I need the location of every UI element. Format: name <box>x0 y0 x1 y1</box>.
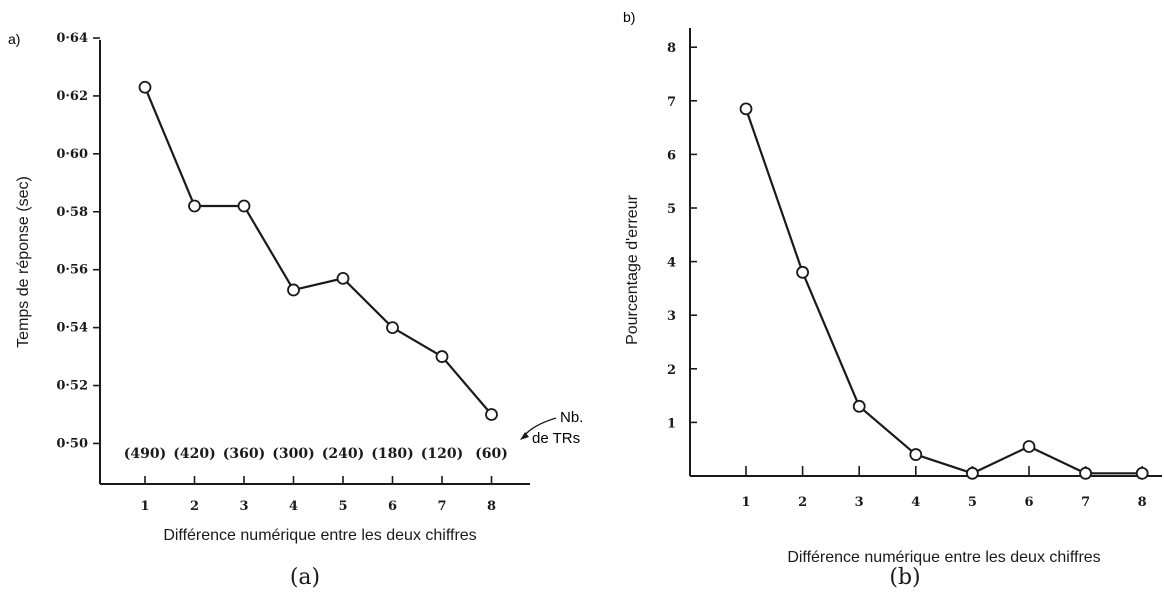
panel-b-data-point <box>739 102 753 116</box>
panel-a-count-label: (360) <box>223 446 265 462</box>
panel-a-marks: 0·50 0·52 0·54 0·56 0·58 0·60 0·62 0·64 1 (490) 2 (… <box>56 31 508 514</box>
panel-b-y-tick-label: 8 <box>667 41 676 56</box>
panel-b-y-tick-label: 3 <box>667 309 676 324</box>
panel-a-count-label: (60) <box>475 446 508 462</box>
panel-a-y-tick-label: 0·52 <box>56 379 88 394</box>
panel-a-x-axis-label: Différence numérique entre les deux chif… <box>163 527 476 544</box>
panel-a-y-tick-label: 0·58 <box>56 205 88 220</box>
panel-b-x-tick-label: 4 <box>911 495 920 510</box>
panel-a-x-tick-label: 7 <box>437 499 446 514</box>
panel-b-y-axis-label: Pourcentage d'erreur <box>624 194 641 344</box>
panel-b-label: b) <box>623 9 635 25</box>
panel-a-label: a) <box>8 31 20 47</box>
panel-b-data-point <box>966 466 979 480</box>
panel-a-data-point <box>386 321 399 335</box>
panel-a-count-label: (490) <box>124 446 166 462</box>
panel-a-annotation-line1: Nb. <box>560 409 583 426</box>
panel-b-x-tick-label: 8 <box>1138 495 1147 510</box>
panel-a-y-tick-label: 0·54 <box>56 321 88 336</box>
panel-a-count-label: (120) <box>421 446 463 462</box>
panel-a-data-point <box>435 350 449 363</box>
panel-b-marks: 1 2 3 4 5 6 7 8 1 2 3 4 5 6 7 8 <box>667 41 1149 510</box>
panel-b-y-tick-label: 1 <box>667 416 676 431</box>
panel-a-count-label: (180) <box>371 446 413 462</box>
panel-a-x-tick-label: 8 <box>487 499 496 514</box>
panel-b-data-point <box>1022 440 1036 453</box>
panel-b-y-tick-label: 2 <box>667 363 676 378</box>
panel-b-y-tick-label: 5 <box>667 202 676 217</box>
panel-a-x-tick-label: 4 <box>289 499 298 514</box>
panel-b-data-point <box>909 448 923 461</box>
panel-a-data-point <box>485 408 498 421</box>
panel-b-x-tick-label: 6 <box>1024 495 1033 510</box>
panel-b-data-point <box>1079 466 1092 480</box>
panel-a-x-tick-label: 2 <box>190 499 199 514</box>
panel-a-y-tick-label: 0·60 <box>56 147 88 162</box>
panel-a-annotation-line2: de TRs <box>532 430 580 447</box>
panel-a-x-tick-label: 3 <box>239 499 248 514</box>
panel-b-x-tick-label: 7 <box>1081 495 1090 510</box>
panel-b-x-axis-label: Différence numérique entre les deux chif… <box>787 549 1100 566</box>
panel-b-caption: (b) <box>889 565 920 590</box>
panel-b-y-tick-label: 6 <box>667 148 676 163</box>
panel-b-data-point <box>1135 466 1149 480</box>
panel-b-x-tick-label: 5 <box>968 495 977 510</box>
panel-b-y-tick-label: 7 <box>667 95 676 110</box>
panel-a-x-tick-label: 1 <box>140 499 149 514</box>
panel-a-y-tick-label: 0·50 <box>56 436 88 451</box>
panel-a-data-point <box>188 199 201 213</box>
panel-a-data-point <box>336 271 350 285</box>
panel-b-x-tick-label: 2 <box>798 495 807 510</box>
panel-b: b) Pourcentage d'erreur Différence numér… <box>623 9 1162 590</box>
panel-a-x-tick-label: 5 <box>338 499 347 514</box>
panel-b-data-point <box>796 265 809 279</box>
panel-b-x-tick-label: 3 <box>855 495 864 510</box>
panel-b-series-line <box>744 108 1143 475</box>
panel-a-count-label: (300) <box>272 446 314 462</box>
panel-a-series-line <box>143 86 493 416</box>
panel-b-x-tick-label: 1 <box>741 495 750 510</box>
panel-a-caption: (a) <box>290 565 320 590</box>
panel-a-y-tick-label: 0·62 <box>56 89 88 104</box>
panel-a-data-point <box>237 199 251 213</box>
panel-a-x-tick-label: 6 <box>388 499 397 514</box>
panel-a: a) Temps de réponse (sec) Différence num… <box>8 31 583 590</box>
panel-b-y-tick-label: 4 <box>667 256 676 271</box>
panel-a-data-point <box>287 283 300 297</box>
panel-a-data-point <box>138 80 152 94</box>
panel-a-y-tick-label: 0·64 <box>56 31 88 46</box>
panel-a-y-axis-label: Temps de réponse (sec) <box>15 176 32 348</box>
panel-a-count-label: (240) <box>322 446 364 462</box>
panel-a-y-tick-label: 0·56 <box>56 263 88 278</box>
panel-a-count-label: (420) <box>173 446 215 462</box>
panel-a-annotation-arrowhead <box>520 432 529 440</box>
panel-b-data-point <box>852 399 866 413</box>
